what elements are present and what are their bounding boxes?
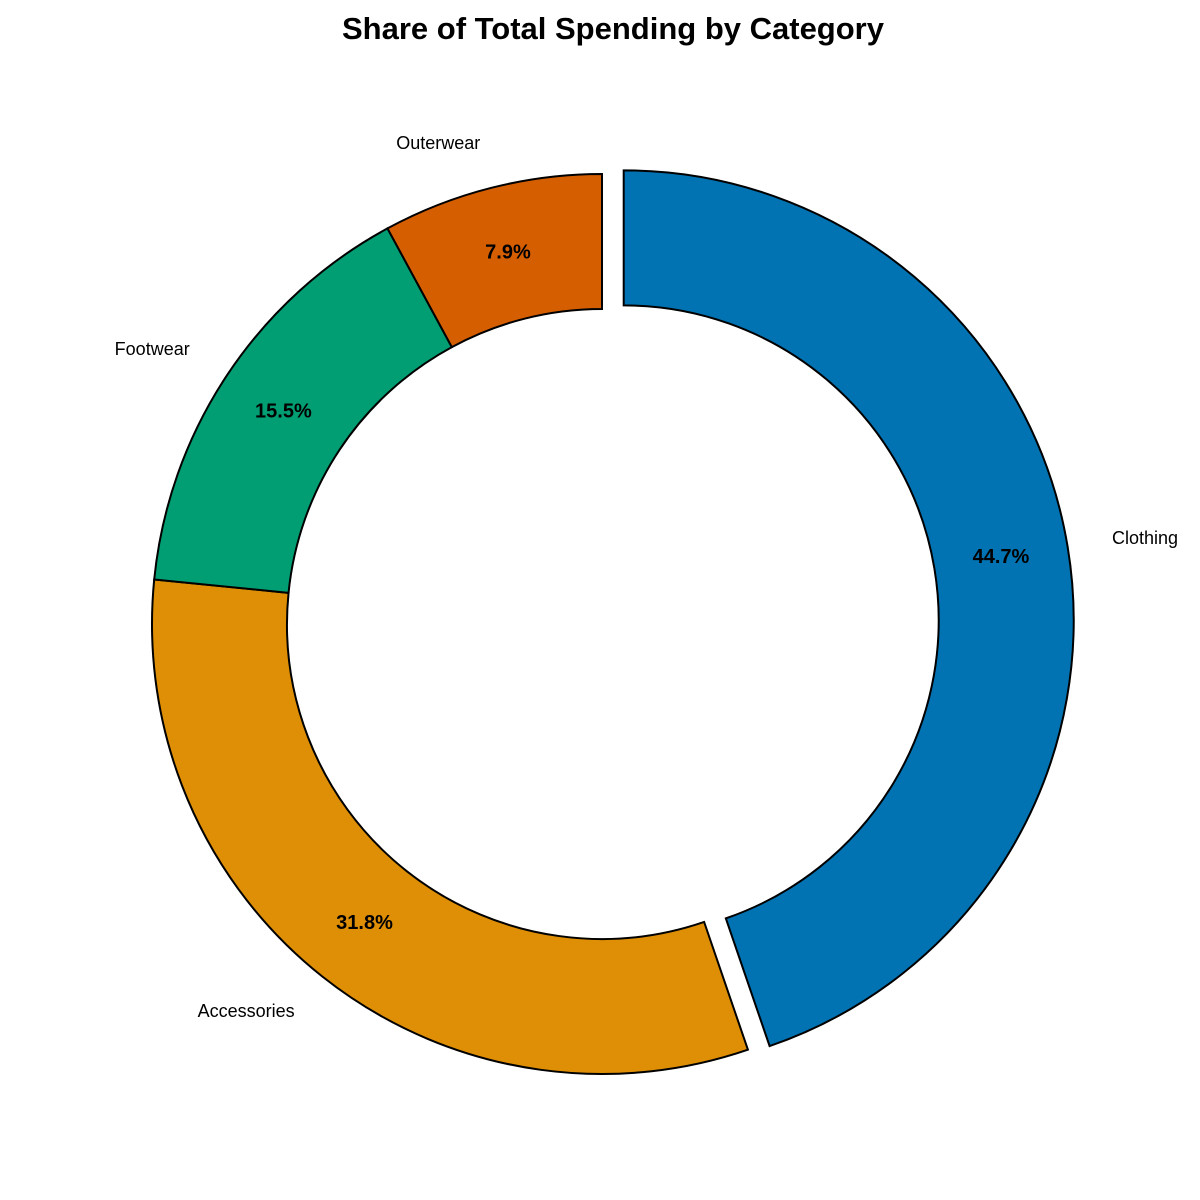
chart-title: Share of Total Spending by Category (342, 11, 885, 46)
wedge-clothing (622, 169, 1075, 1048)
slice-label-outerwear: Outerwear (396, 133, 480, 153)
slice-label-clothing: Clothing (1112, 528, 1178, 548)
slice-label-footwear: Footwear (115, 339, 190, 359)
pct-label-accessories: 31.8% (336, 912, 393, 934)
pct-label-footwear: 15.5% (255, 401, 312, 423)
wedge-outerwear (386, 172, 603, 349)
pct-label-clothing: 44.7% (973, 546, 1030, 568)
wedge-accessories (151, 578, 750, 1075)
slice-label-accessories: Accessories (198, 1001, 295, 1021)
pct-label-outerwear: 7.9% (485, 242, 531, 264)
label-group: Clothing 44.7% Accessories 31.8% Footwear 15.… (115, 133, 1178, 1021)
wedge-group (151, 169, 1075, 1075)
